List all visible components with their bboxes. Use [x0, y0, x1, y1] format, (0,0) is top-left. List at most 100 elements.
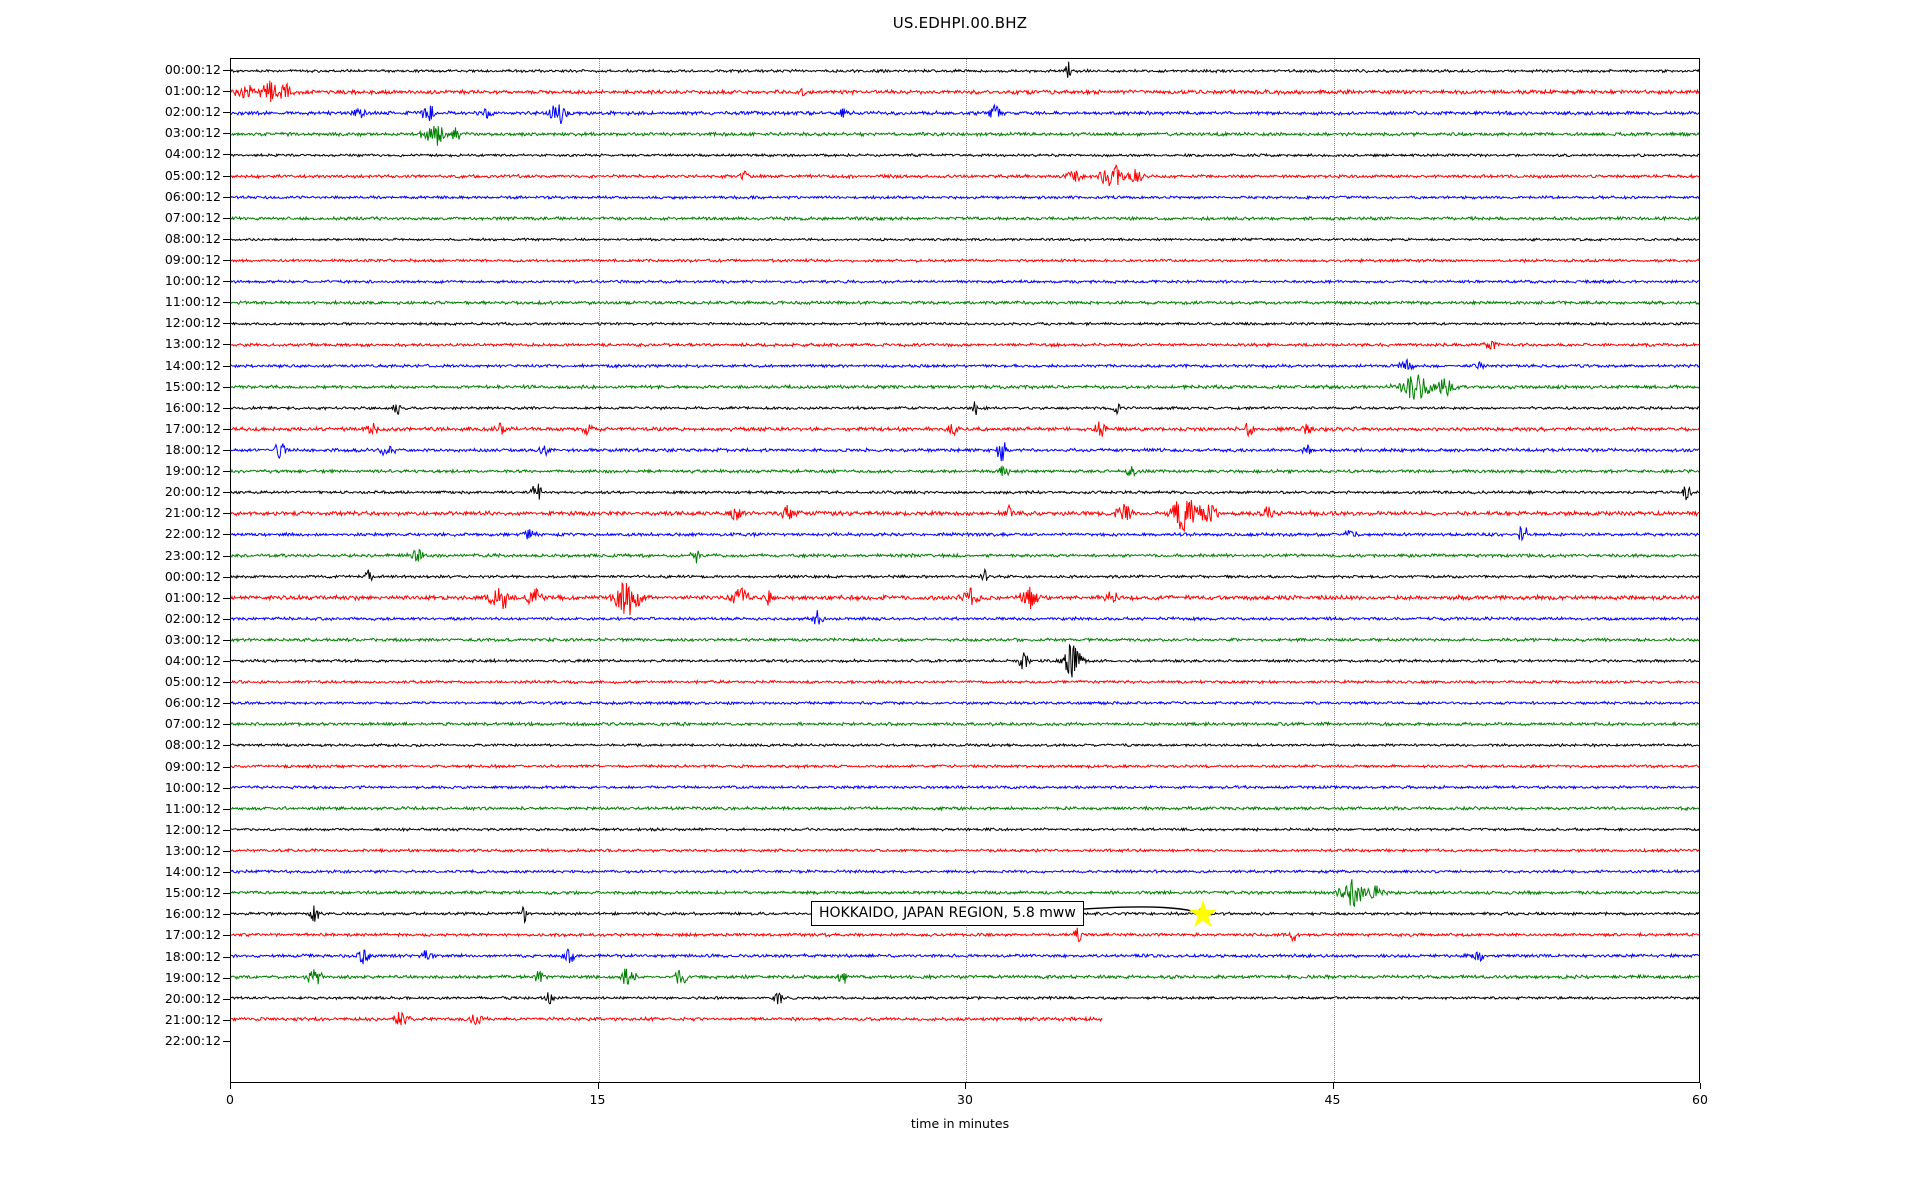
y-axis-tick — [223, 534, 230, 536]
y-axis-tick-label: 23:00:12 — [164, 547, 221, 563]
y-axis-tick-label: 22:00:12 — [164, 526, 221, 542]
y-axis-tick-label: 22:00:12 — [164, 1033, 221, 1048]
y-axis-tick — [223, 344, 230, 346]
y-axis-tick — [223, 407, 230, 409]
y-axis-tick — [223, 259, 230, 261]
y-axis-tick — [223, 872, 230, 874]
y-axis-tick — [223, 492, 230, 494]
y-axis-tick-label: 15:00:12 — [164, 378, 221, 394]
y-axis-tick — [223, 1041, 230, 1042]
y-axis-tick-label: 19:00:12 — [164, 463, 221, 479]
seismogram-trace — [231, 645, 1699, 677]
seismogram-trace — [231, 500, 1699, 532]
y-axis-tick — [223, 70, 230, 71]
seismogram-trace — [231, 638, 1699, 641]
x-axis-tick-label: 60 — [1692, 1092, 1708, 1107]
y-axis-tick-label: 11:00:12 — [164, 294, 221, 310]
y-axis-tick — [223, 555, 230, 557]
y-axis-tick — [223, 323, 230, 325]
y-axis-tick — [223, 365, 230, 367]
y-axis-tick — [223, 386, 230, 388]
seismogram-trace — [231, 928, 1699, 942]
y-axis-tick — [223, 576, 230, 578]
y-axis-tick — [223, 766, 230, 768]
earthquake-annotation-label: HOKKAIDO, JAPAN REGION, 5.8 mww — [811, 901, 1084, 927]
y-axis-tick — [223, 1019, 230, 1021]
y-axis-tick-label: 02:00:12 — [164, 610, 221, 626]
y-axis-tick-label: 09:00:12 — [164, 758, 221, 774]
y-axis-tick-label: 02:00:12 — [164, 104, 221, 120]
seismogram-trace — [231, 610, 1699, 624]
trace-layer — [231, 59, 1699, 1082]
x-axis-tick-label: 45 — [1324, 1092, 1341, 1107]
y-axis-tick-label: 16:00:12 — [164, 906, 221, 922]
y-axis-tick — [223, 851, 230, 853]
y-axis-tick — [223, 238, 230, 240]
seismogram-trace — [231, 360, 1699, 369]
x-axis-tick — [965, 1083, 966, 1089]
seismogram-trace — [231, 484, 1699, 500]
y-axis-tick-label: 16:00:12 — [164, 399, 221, 415]
y-axis-tick — [223, 808, 230, 810]
y-axis-tick-label: 18:00:12 — [164, 948, 221, 964]
y-axis-tick — [223, 175, 230, 177]
y-axis-tick-label: 21:00:12 — [164, 1011, 221, 1027]
y-axis-tick-label: 05:00:12 — [164, 674, 221, 690]
y-axis-tick — [223, 829, 230, 831]
seismogram-trace — [231, 280, 1699, 283]
y-axis-tick — [223, 154, 230, 156]
x-axis-tick-label: 0 — [226, 1092, 234, 1107]
y-axis-tick-label: 11:00:12 — [164, 800, 221, 816]
x-axis-title: time in minutes — [910, 1116, 1010, 1131]
seismogram-trace — [231, 401, 1699, 415]
y-axis-tick-label: 13:00:12 — [164, 843, 221, 859]
seismogram-trace — [231, 701, 1699, 704]
seismogram-trace — [231, 570, 1699, 581]
seismogram-trace — [231, 828, 1699, 831]
seismogram-trace — [231, 786, 1699, 789]
y-axis-tick-label: 17:00:12 — [164, 420, 221, 436]
seismogram-trace — [231, 217, 1699, 220]
y-axis-tick-label: 06:00:12 — [164, 695, 221, 711]
gridline — [966, 59, 967, 1082]
seismogram-trace — [231, 341, 1699, 349]
seismogram-trace — [231, 583, 1699, 615]
star-marker[interactable] — [1188, 900, 1217, 928]
seismogram-trace — [231, 550, 1699, 564]
y-axis-tick-label: 17:00:12 — [164, 927, 221, 943]
y-axis-tick-label: 19:00:12 — [164, 969, 221, 985]
grid-layer — [231, 59, 1699, 1082]
y-axis-tick — [223, 639, 230, 641]
seismogram-trace — [231, 879, 1699, 906]
y-axis-tick — [223, 682, 230, 684]
seismogram-trace — [231, 81, 1699, 102]
y-axis-tick-label: 00:00:12 — [164, 62, 221, 77]
seismogram-trace — [231, 527, 1699, 540]
y-axis-tick — [223, 112, 230, 114]
y-axis-tick-label: 00:00:12 — [164, 568, 221, 584]
seismogram-trace — [231, 680, 1699, 683]
seismogram-trace — [231, 259, 1699, 262]
y-axis-tick-label: 08:00:12 — [164, 230, 221, 246]
seismogram-trace — [231, 849, 1699, 852]
y-axis-tick — [223, 302, 230, 304]
seismogram-trace — [231, 165, 1699, 186]
y-axis-tick-label: 18:00:12 — [164, 441, 221, 457]
y-axis-tick-label: 12:00:12 — [164, 315, 221, 331]
y-axis-tick — [223, 893, 230, 895]
seismogram-trace — [231, 949, 1699, 964]
y-axis-tick-label: 06:00:12 — [164, 188, 221, 204]
y-axis-tick-label: 07:00:12 — [164, 716, 221, 732]
y-axis-tick-label: 10:00:12 — [164, 273, 221, 289]
seismogram-trace — [231, 442, 1699, 461]
y-axis-tick — [223, 449, 230, 451]
y-axis-tick-label: 01:00:12 — [164, 83, 221, 99]
y-axis-tick-label: 10:00:12 — [164, 779, 221, 795]
y-axis-tick-label: 13:00:12 — [164, 336, 221, 352]
y-axis-tick — [223, 998, 230, 1000]
y-axis-tick — [223, 133, 230, 135]
seismogram-trace — [231, 969, 1699, 985]
y-axis-tick-label: 14:00:12 — [164, 357, 221, 373]
seismogram-trace — [231, 126, 1699, 146]
